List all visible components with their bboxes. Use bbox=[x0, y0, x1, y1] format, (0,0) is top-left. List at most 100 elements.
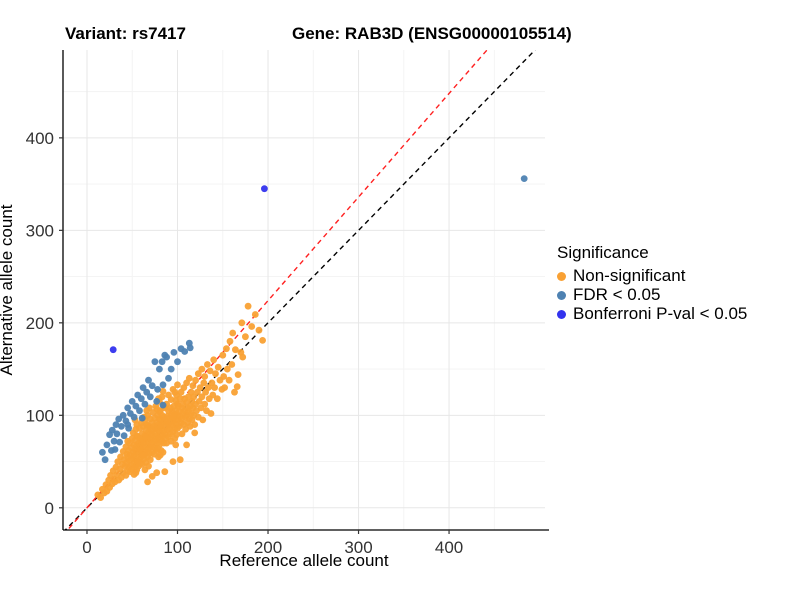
scatter-point bbox=[223, 365, 231, 373]
reference-line-identity bbox=[64, 50, 537, 530]
scatter-point bbox=[111, 446, 119, 453]
legend-item-non-significant: Non-significant bbox=[557, 267, 747, 285]
scatter-point bbox=[238, 319, 246, 327]
scatter-point bbox=[234, 371, 242, 378]
scatter-point bbox=[156, 451, 164, 459]
y-tick-label: 400 bbox=[26, 129, 54, 148]
scatter-point bbox=[128, 398, 136, 405]
scatter-point bbox=[154, 386, 162, 393]
gene-title: Gene: RAB3D (ENSG00000105514) bbox=[292, 24, 572, 43]
scatter-point bbox=[144, 478, 152, 486]
scatter-point bbox=[255, 326, 263, 334]
scatter-point bbox=[118, 423, 125, 430]
scatter-point bbox=[520, 175, 528, 183]
series-non-significant bbox=[94, 302, 266, 501]
scatter-point bbox=[132, 402, 140, 410]
scatter-point bbox=[261, 185, 268, 193]
scatter-point bbox=[194, 370, 202, 378]
non-significant-dot-icon bbox=[557, 271, 566, 281]
scatter-point bbox=[191, 429, 199, 437]
y-tick-labels: 0 100 200 300 400 bbox=[26, 129, 54, 518]
scatter-point bbox=[192, 376, 200, 384]
x-tick-labels: 0 100 200 300 400 bbox=[82, 538, 463, 557]
scatter-point bbox=[110, 437, 118, 445]
scatter-point bbox=[109, 346, 117, 354]
scatter-point bbox=[99, 448, 106, 456]
scatter-point bbox=[130, 413, 138, 421]
scatter-point bbox=[139, 384, 147, 391]
scatter-point bbox=[185, 374, 193, 382]
scatter-point bbox=[174, 381, 181, 389]
y-axis-title: Alternative allele count bbox=[0, 204, 16, 376]
scatter-point bbox=[198, 393, 206, 401]
axis-ticks bbox=[59, 137, 450, 534]
scatter-point bbox=[169, 458, 177, 465]
scatter-point bbox=[244, 302, 252, 310]
scatter-point bbox=[206, 367, 214, 375]
scatter-point bbox=[183, 441, 191, 449]
scatter-point bbox=[189, 382, 197, 390]
scatter-point bbox=[259, 337, 266, 344]
x-tick-label: 400 bbox=[435, 538, 463, 557]
scatter-point bbox=[232, 346, 239, 354]
scatter-point bbox=[170, 349, 178, 356]
scatter-point bbox=[113, 430, 121, 438]
scatter-point bbox=[158, 358, 166, 366]
x-axis-title: Reference allele count bbox=[219, 551, 389, 570]
fdr-dot-icon bbox=[557, 290, 566, 300]
legend-item-label: Non-significant bbox=[573, 266, 686, 285]
bonferroni-dot-icon bbox=[557, 309, 566, 319]
scatter-point bbox=[112, 421, 120, 428]
scatter-point bbox=[136, 407, 143, 415]
legend-item-label: Bonferroni P-val < 0.05 bbox=[573, 304, 748, 323]
legend-item-bonferroni: Bonferroni P-val < 0.05 bbox=[557, 305, 747, 323]
scatter-point bbox=[163, 353, 171, 361]
scatter-point bbox=[198, 365, 206, 373]
scatter-point bbox=[159, 381, 167, 389]
scatter-point bbox=[124, 404, 132, 412]
scatter-point bbox=[176, 456, 184, 464]
scatter-point bbox=[239, 353, 247, 361]
scatter-point bbox=[165, 374, 172, 382]
scatter-point bbox=[248, 323, 256, 330]
scatter-point bbox=[167, 365, 175, 373]
scatter-point bbox=[200, 379, 208, 387]
scatter-point bbox=[130, 471, 138, 478]
scatter-point bbox=[212, 370, 219, 378]
scatter-point bbox=[154, 445, 162, 452]
scatter-point bbox=[226, 337, 234, 345]
scatter-point bbox=[174, 358, 181, 366]
scatter-point bbox=[201, 373, 209, 380]
legend: Significance Non-significant FDR < 0.05 … bbox=[557, 243, 747, 324]
legend-item-fdr: FDR < 0.05 bbox=[557, 286, 747, 304]
y-tick-label: 100 bbox=[26, 406, 54, 425]
scatter-point bbox=[145, 376, 152, 384]
scatter-point bbox=[251, 311, 259, 318]
scatter-point bbox=[214, 363, 222, 371]
scatter-point bbox=[204, 361, 211, 368]
scatter-point bbox=[219, 351, 227, 359]
x-tick-label: 100 bbox=[163, 538, 191, 557]
scatter-point bbox=[125, 424, 132, 432]
scatter-point bbox=[220, 373, 228, 380]
scatter-point bbox=[191, 421, 199, 428]
scatter-point bbox=[223, 345, 230, 353]
legend-title: Significance bbox=[557, 243, 649, 262]
scatter-point bbox=[143, 407, 151, 415]
scatter-point bbox=[146, 456, 154, 464]
scatter-point bbox=[138, 414, 146, 422]
scatter-point bbox=[151, 358, 159, 366]
scatter-point bbox=[139, 451, 147, 459]
scatter-point bbox=[207, 410, 215, 417]
scatter-point bbox=[116, 438, 123, 446]
scatter-point bbox=[196, 384, 204, 391]
scatter-point bbox=[231, 388, 238, 396]
scatter-point bbox=[213, 395, 221, 403]
scatter-point bbox=[142, 433, 150, 440]
x-tick-label: 300 bbox=[344, 538, 372, 557]
scatter-point bbox=[225, 376, 233, 384]
scatter-point bbox=[97, 494, 104, 501]
scatter-point bbox=[101, 456, 109, 464]
scatter-point bbox=[141, 466, 149, 474]
